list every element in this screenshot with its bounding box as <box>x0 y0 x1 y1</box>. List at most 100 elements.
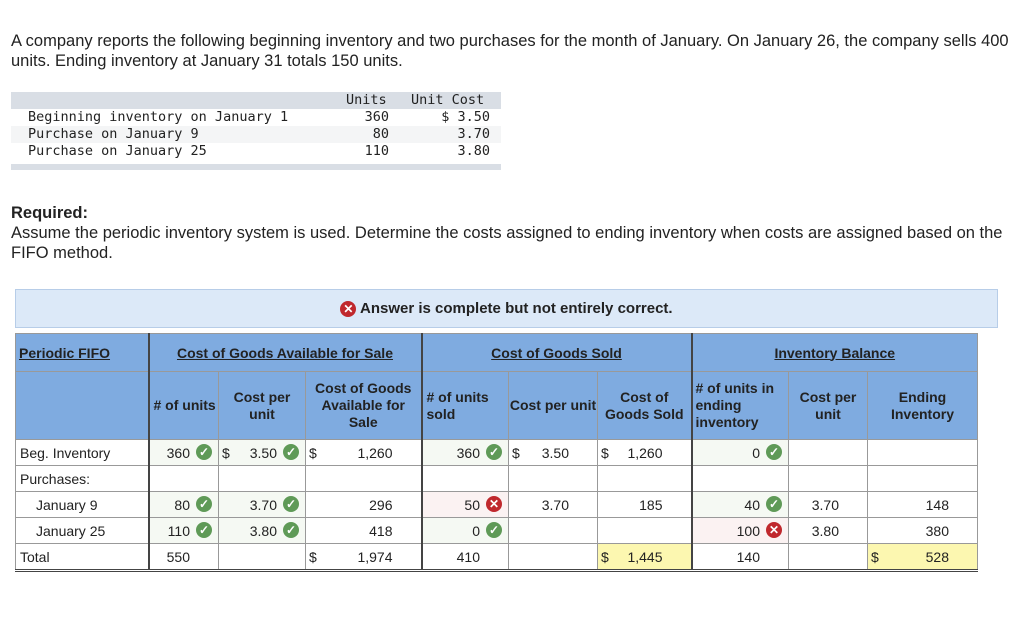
answer-cell[interactable]: 100 ✕ <box>690 517 789 544</box>
required-text: Assume the periodic inventory system is … <box>11 224 1003 262</box>
answer-cell[interactable]: $528 <box>867 543 978 572</box>
answer-cell[interactable]: 3.80 <box>788 517 868 544</box>
cell-value: 410 <box>456 548 480 565</box>
answer-cell[interactable]: 80 ✓ <box>147 491 219 518</box>
group-cogs: Cost of Goods Sold <box>420 333 692 372</box>
cell-value: 3.70 <box>811 496 839 513</box>
cell-value: 3.70 <box>541 496 569 513</box>
required-section: Required: Assume the periodic inventory … <box>11 203 1011 263</box>
answer-cell[interactable]: 550 <box>147 543 219 572</box>
answer-cell[interactable] <box>420 465 509 492</box>
cell-value: 148 <box>925 496 949 513</box>
cell-value: 3.50 <box>541 444 569 461</box>
cell-value: 100 <box>736 522 760 539</box>
required-title: Required: <box>11 204 89 222</box>
answer-cell[interactable]: 3.80 ✓ <box>218 517 306 544</box>
answer-cell[interactable]: 110 ✓ <box>147 517 219 544</box>
answer-cell[interactable] <box>867 439 978 466</box>
x-circle-icon: ✕ <box>766 522 782 538</box>
given-data-table: Units Unit Cost Beginning inventory on J… <box>11 92 501 170</box>
answer-cell[interactable]: 380 <box>867 517 978 544</box>
check-circle-icon: ✓ <box>196 522 212 538</box>
dollar-sign: $ <box>601 549 609 565</box>
cell-value: 185 <box>639 496 663 513</box>
fifo-table: Periodic FIFO Cost of Goods Available fo… <box>15 333 978 572</box>
answer-cell[interactable]: $1,260 <box>305 439 422 466</box>
dollar-sign: $ <box>601 445 609 461</box>
cell-value: 1,445 <box>627 548 663 565</box>
table-row: January 25 110 ✓ 3.80 ✓ 418 0 ✓ 100 ✕ 3.80 380 <box>15 517 978 544</box>
answer-cell[interactable]: 360 ✓ <box>147 439 219 466</box>
answer-cell[interactable]: 360 ✓ <box>420 439 509 466</box>
cell-value: 140 <box>736 548 760 565</box>
result-banner: ✕ Answer is complete but not entirely co… <box>15 289 998 328</box>
group-periodic-fifo: Periodic FIFO <box>15 333 149 372</box>
column-header: # of units in ending inventory <box>690 371 789 440</box>
answer-cell[interactable]: $3.50 <box>508 439 598 466</box>
answer-cell[interactable] <box>788 439 868 466</box>
cell-value: 1,260 <box>357 444 393 461</box>
check-circle-icon: ✓ <box>766 496 782 512</box>
answer-cell[interactable] <box>597 465 692 492</box>
answer-cell[interactable]: $1,974 <box>305 543 422 572</box>
answer-cell[interactable]: 40 ✓ <box>690 491 789 518</box>
answer-cell[interactable]: 296 <box>305 491 422 518</box>
answer-cell[interactable] <box>508 465 598 492</box>
answer-cell[interactable] <box>147 465 219 492</box>
cell-value: 40 <box>744 496 760 513</box>
answer-cell[interactable]: 3.70 ✓ <box>218 491 306 518</box>
answer-cell[interactable] <box>788 543 868 572</box>
cell-value: 1,974 <box>357 548 393 565</box>
answer-cell[interactable]: 50 ✕ <box>420 491 509 518</box>
column-header: Cost per unit <box>508 371 598 440</box>
table-row: Purchases: <box>15 465 978 492</box>
given-cost: 3.80 <box>457 143 490 159</box>
answer-cell[interactable] <box>788 465 868 492</box>
answer-cell[interactable]: 0 ✓ <box>690 439 789 466</box>
column-header: Ending Inventory <box>867 371 978 440</box>
row-label: Purchases: <box>15 465 149 492</box>
answer-cell[interactable]: 3.70 <box>508 491 598 518</box>
answer-cell[interactable]: 0 ✓ <box>420 517 509 544</box>
table-row: Total 550 $1,974 410 $1,445 140 $528 <box>15 543 978 572</box>
answer-cell[interactable]: $1,445 <box>597 543 692 572</box>
x-circle-icon: ✕ <box>486 496 502 512</box>
answer-cell[interactable] <box>305 465 422 492</box>
answer-cell[interactable]: 3.70 <box>788 491 868 518</box>
column-header: Cost of Goods Sold <box>597 371 692 440</box>
row-label: January 25 <box>15 517 149 544</box>
header-units: Units <box>346 92 387 108</box>
cell-value: 528 <box>925 548 949 565</box>
answer-cell[interactable] <box>597 517 692 544</box>
dollar-sign: $ <box>512 445 520 461</box>
dollar-sign: $ <box>309 549 317 565</box>
cell-value: 110 <box>167 522 190 539</box>
answer-cell[interactable]: 140 <box>690 543 789 572</box>
answer-cell[interactable] <box>218 543 306 572</box>
answer-cell[interactable] <box>867 465 978 492</box>
column-header: # of units <box>147 371 219 440</box>
cell-value: 50 <box>464 496 480 513</box>
dollar-sign: $ <box>222 445 230 461</box>
answer-cell[interactable]: 410 <box>420 543 509 572</box>
answer-cell[interactable]: $3.50 ✓ <box>218 439 306 466</box>
answer-cell[interactable]: 185 <box>597 491 692 518</box>
answer-cell[interactable] <box>508 517 598 544</box>
answer-cell[interactable]: $1,260 <box>597 439 692 466</box>
answer-cell[interactable]: 418 <box>305 517 422 544</box>
answer-cell[interactable]: 148 <box>867 491 978 518</box>
answer-cell[interactable] <box>508 543 598 572</box>
check-circle-icon: ✓ <box>283 444 299 460</box>
cell-value: 360 <box>456 444 480 461</box>
check-circle-icon: ✓ <box>283 522 299 538</box>
answer-cell[interactable] <box>690 465 789 492</box>
check-circle-icon: ✓ <box>196 444 212 460</box>
row-label: Total <box>15 543 149 572</box>
cell-value: 550 <box>166 548 190 565</box>
given-label: Beginning inventory on January 1 <box>28 109 289 125</box>
given-label: Purchase on January 9 <box>28 126 199 142</box>
given-units: 360 <box>364 109 389 125</box>
problem-intro: A company reports the following beginnin… <box>11 32 1009 70</box>
cell-value: 1,260 <box>627 444 663 461</box>
answer-cell[interactable] <box>218 465 306 492</box>
